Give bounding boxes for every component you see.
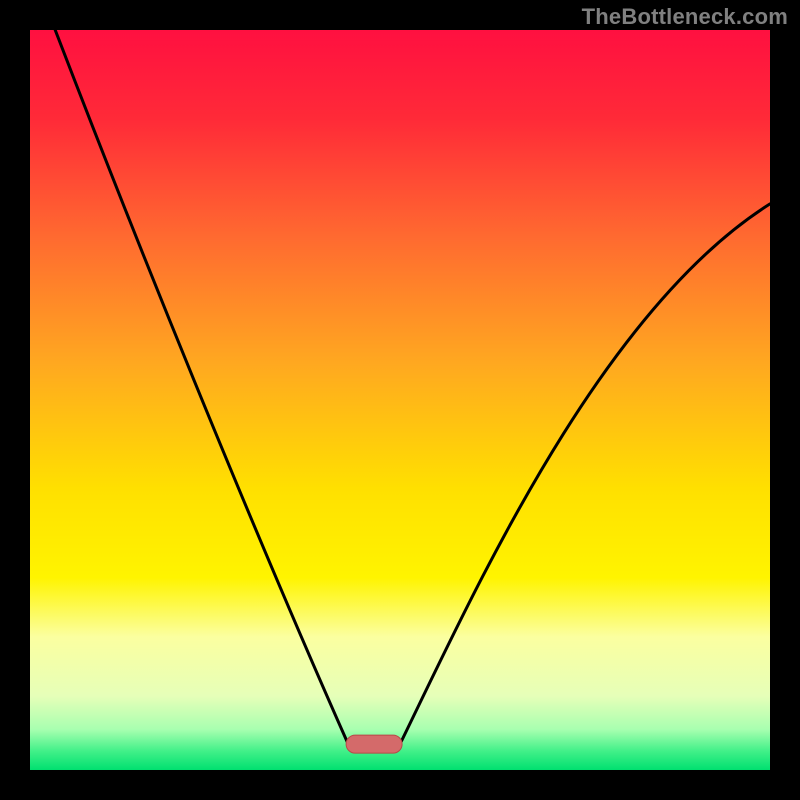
- watermark-text: TheBottleneck.com: [582, 4, 788, 30]
- dip-marker: [346, 735, 402, 753]
- bottleneck-curve-chart: [0, 0, 800, 800]
- plot-background-gradient: [30, 30, 770, 770]
- chart-container: TheBottleneck.com: [0, 0, 800, 800]
